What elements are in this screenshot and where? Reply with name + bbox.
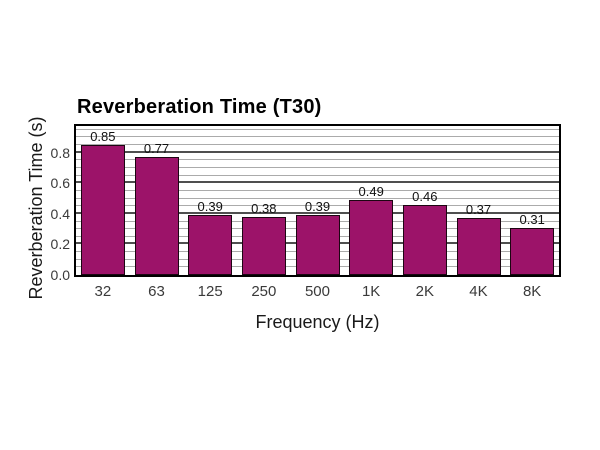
x-axis-tick-labels: 32 63 125 250 500 1K 2K 4K 8K — [76, 283, 559, 303]
y-tick-label: 0.0 — [50, 267, 70, 283]
minor-gridline — [76, 159, 559, 161]
x-tick-label-500: 500 — [304, 283, 330, 300]
x-tick-label-8K: 8K — [522, 283, 542, 300]
bar-value-label: 0.46 — [412, 188, 438, 204]
major-gridline — [76, 150, 559, 153]
minor-gridline — [76, 144, 559, 146]
bar-value-label: 0.39 — [304, 199, 331, 215]
bar-8K — [510, 227, 555, 275]
bar-2K — [402, 204, 447, 275]
bar-32 — [80, 145, 125, 275]
plot-area: 0.85 0.77 0.39 0.38 0.39 0.49 0.46 0.37 0.31 — [74, 124, 561, 277]
minor-gridline — [76, 174, 559, 176]
bar-4K — [456, 218, 501, 275]
x-tick-label-125: 125 — [197, 283, 223, 300]
bar-63 — [134, 157, 179, 275]
minor-gridline — [76, 205, 559, 207]
bar-250 — [241, 216, 286, 275]
y-tick-label: 0.6 — [50, 175, 70, 192]
y-tick-label: 0.8 — [50, 144, 70, 161]
bar-125 — [188, 215, 233, 275]
x-tick-label-2K: 2K — [415, 283, 434, 300]
x-tick-label-63: 63 — [148, 283, 165, 300]
bar-value-label: 0.39 — [197, 199, 223, 215]
y-axis-tick-labels: 0.0 0.2 0.4 0.6 0.8 — [0, 124, 70, 283]
x-axis-title: Frequency (Hz) — [255, 312, 380, 332]
y-tick-label: 0.2 — [50, 236, 70, 253]
major-gridline — [76, 211, 559, 214]
x-tick-label-1K: 1K — [361, 283, 381, 300]
bar-value-label: 0.31 — [519, 211, 545, 227]
minor-gridline — [76, 197, 559, 199]
bar-value-label: 0.77 — [143, 141, 170, 157]
bar-value-label: 0.85 — [90, 129, 116, 145]
chart-title: Reverberation Time (T30) — [77, 96, 322, 118]
x-tick-label-32: 32 — [94, 283, 112, 300]
x-tick-label-250: 250 — [251, 283, 277, 300]
minor-gridline — [76, 128, 559, 130]
minor-gridline — [76, 136, 559, 138]
bar-1K — [349, 200, 394, 275]
y-tick-label: 0.4 — [50, 205, 70, 222]
minor-gridline — [76, 167, 559, 169]
minor-gridline — [76, 189, 559, 191]
bar-500 — [295, 215, 340, 275]
bar-value-label: 0.38 — [251, 200, 277, 216]
major-gridline — [76, 181, 559, 184]
bar-value-label: 0.37 — [465, 202, 492, 218]
x-tick-label-4K: 4K — [469, 283, 488, 300]
bar-value-label: 0.49 — [358, 184, 384, 200]
